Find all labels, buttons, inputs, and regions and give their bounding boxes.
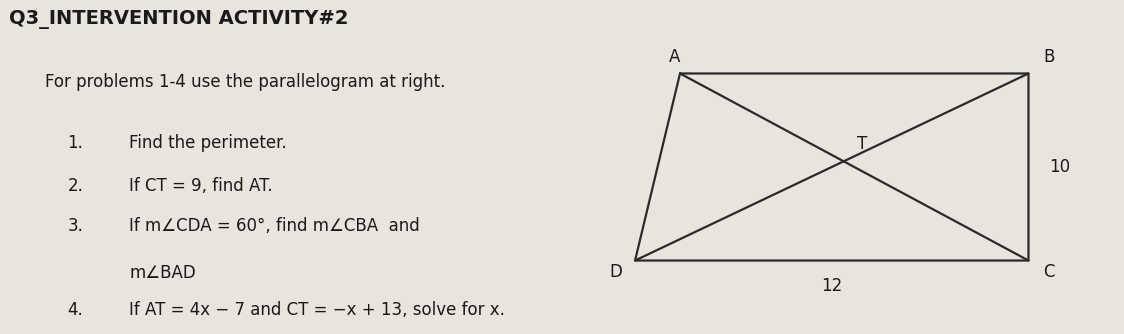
Text: 12: 12	[822, 277, 842, 295]
Text: D: D	[610, 263, 623, 281]
Text: m∠BAD: m∠BAD	[129, 264, 196, 282]
Text: Q3_INTERVENTION ACTIVITY#2: Q3_INTERVENTION ACTIVITY#2	[9, 10, 348, 29]
Text: If AT = 4x − 7 and CT = −x + 13, solve for x.: If AT = 4x − 7 and CT = −x + 13, solve f…	[129, 301, 505, 319]
Text: 4.: 4.	[67, 301, 83, 319]
Text: If m∠CDA = 60°, find m∠CBA  and: If m∠CDA = 60°, find m∠CBA and	[129, 217, 420, 235]
Text: 10: 10	[1049, 158, 1070, 176]
Text: A: A	[669, 48, 680, 66]
Text: C: C	[1043, 263, 1054, 281]
Text: If CT = 9, find AT.: If CT = 9, find AT.	[129, 177, 273, 195]
Text: T: T	[858, 135, 868, 153]
Text: For problems 1-4 use the parallelogram at right.: For problems 1-4 use the parallelogram a…	[45, 73, 445, 92]
Text: 3.: 3.	[67, 217, 83, 235]
Text: Find the perimeter.: Find the perimeter.	[129, 134, 287, 152]
Text: B: B	[1043, 48, 1054, 66]
Text: 1.: 1.	[67, 134, 83, 152]
Text: 2.: 2.	[67, 177, 83, 195]
